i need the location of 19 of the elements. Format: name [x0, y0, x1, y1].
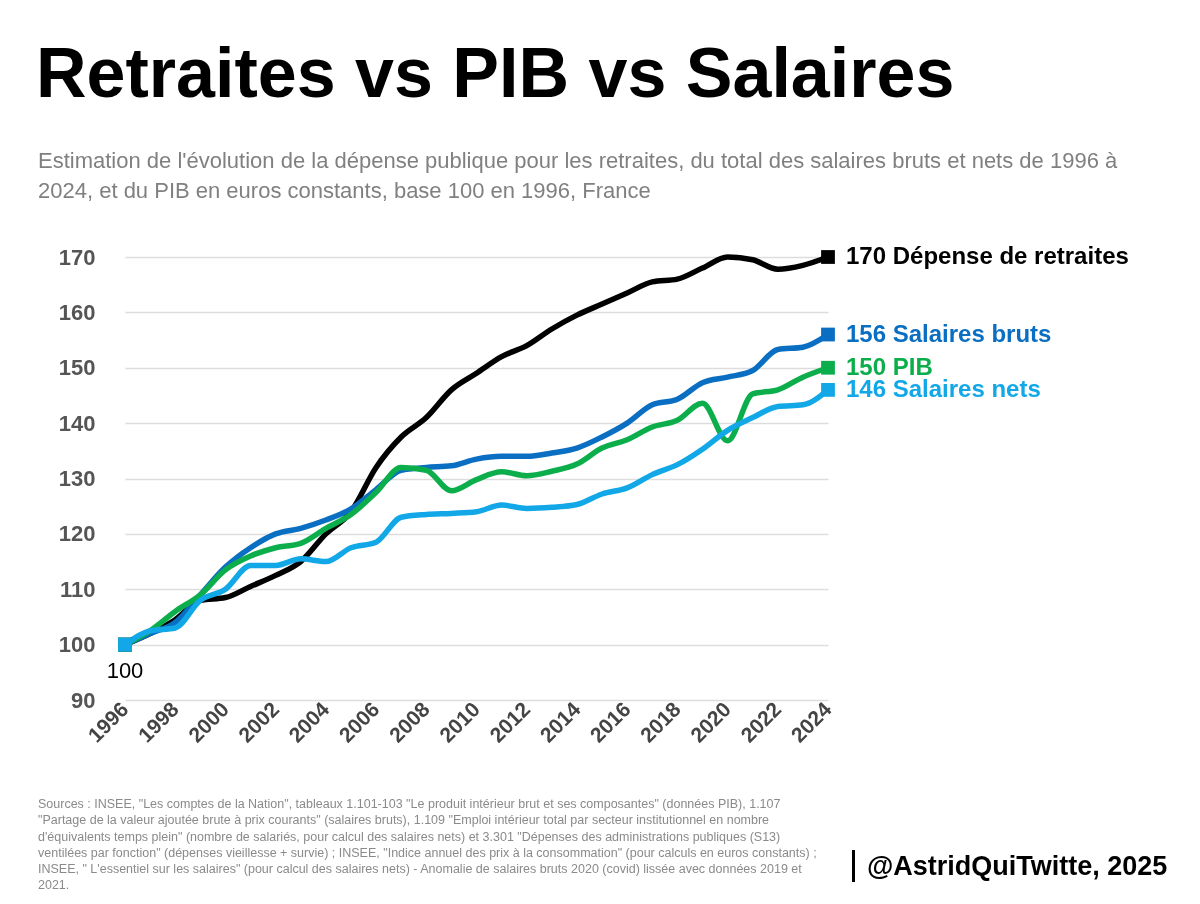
chart-title: Retraites vs PIB vs Salaires: [36, 34, 955, 112]
source-note: Sources : INSEE, "Les comptes de la Nation", tableaux 1.101-103 "Le produit intérieur brut et ses composantes" (données PIB), 1.107 "Partage de la valeur ajoutée brute à prix courants" (salaires bruts), 1.109 "Emploi intérieur total par secteur institutionnel en nombre d'équivalents temps plein" (nombre de salariés, pour calcul des salaires nets) et 3.301 "Dépenses des administrations publiques (S13) ventilées par fonction" (dépenses vieillesse + survie) ; INSEE, "Indice annuel des prix à la consommation" (pour calculs en euros constants) ; INSEE, " L'essentiel sur les salaires" (pour calcul des salaires nets) - Anomalie de salaires bruts 2020 (covid) lissée avec données 2019 et 2021.: [38, 796, 818, 894]
text: 170 Dépense de retraites: [846, 242, 1129, 269]
y-tick-label: 140: [58, 410, 96, 436]
data-label: 100: [106, 657, 144, 683]
y-tick-label: 120: [58, 521, 96, 547]
y-tick-label: 150: [58, 355, 96, 381]
y-tick-label: 100: [58, 632, 96, 658]
y-tick-label: 160: [58, 299, 96, 325]
point: [821, 327, 835, 342]
y-tick-label: 110: [60, 576, 96, 602]
chart-subtitle: Estimation de l'évolution de la dépense publique pour les retraites, du total des salaires bruts et nets de 1996 à 2024, et du PIB en euros constants, base 100 en 1996, France: [38, 147, 1119, 205]
text: 156 Salaires bruts: [846, 319, 1052, 347]
point: [821, 360, 835, 375]
point: [821, 383, 835, 397]
text: @AstridQuiTwitte, 2025: [852, 850, 1168, 883]
y-tick-label: 170: [58, 244, 96, 270]
y-tick-label: 130: [58, 466, 96, 491]
point: [821, 250, 835, 264]
